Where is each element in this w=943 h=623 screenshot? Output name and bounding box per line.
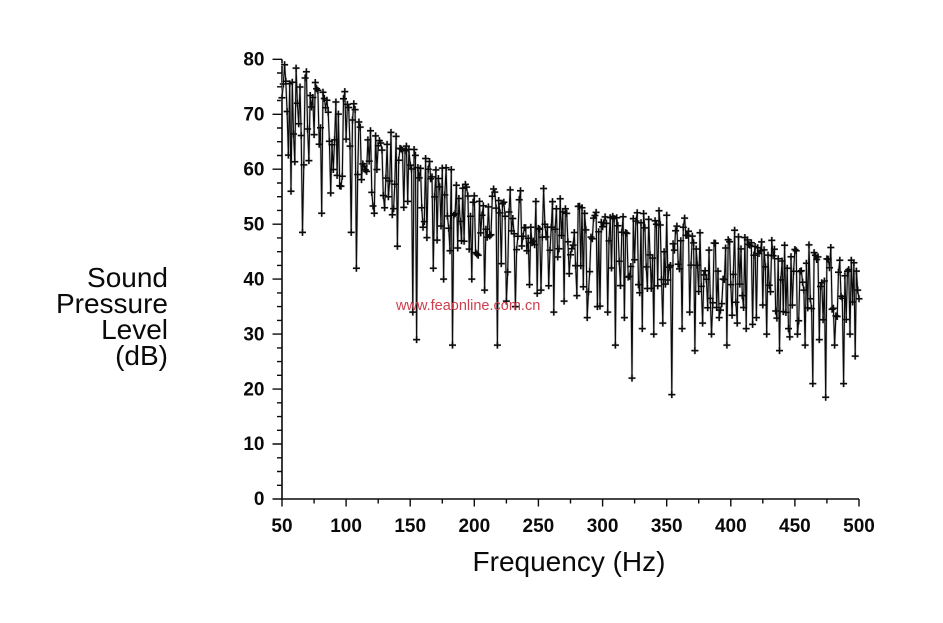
svg-text:30: 30 — [243, 324, 264, 345]
svg-text:250: 250 — [523, 516, 555, 537]
svg-text:(dB): (dB) — [115, 340, 168, 371]
svg-text:500: 500 — [843, 516, 875, 537]
svg-text:40: 40 — [243, 269, 264, 290]
svg-text:400: 400 — [715, 516, 747, 537]
svg-text:60: 60 — [243, 159, 264, 180]
svg-text:Sound: Sound — [87, 262, 168, 293]
svg-text:50: 50 — [271, 516, 292, 537]
svg-text:Pressure: Pressure — [56, 288, 168, 319]
svg-text:70: 70 — [243, 105, 264, 126]
svg-text:50: 50 — [243, 214, 264, 235]
svg-text:0: 0 — [254, 489, 265, 510]
svg-text:300: 300 — [587, 516, 619, 537]
svg-text:350: 350 — [651, 516, 683, 537]
svg-text:www.feaonline.com.cn: www.feaonline.com.cn — [395, 298, 540, 314]
svg-text:100: 100 — [330, 516, 362, 537]
svg-text:Level: Level — [101, 314, 168, 345]
svg-text:20: 20 — [243, 379, 264, 400]
svg-text:200: 200 — [458, 516, 490, 537]
svg-text:150: 150 — [394, 516, 426, 537]
svg-text:Frequency (Hz): Frequency (Hz) — [473, 546, 666, 577]
svg-text:10: 10 — [243, 434, 264, 455]
svg-text:450: 450 — [779, 516, 811, 537]
svg-text:80: 80 — [243, 50, 264, 71]
